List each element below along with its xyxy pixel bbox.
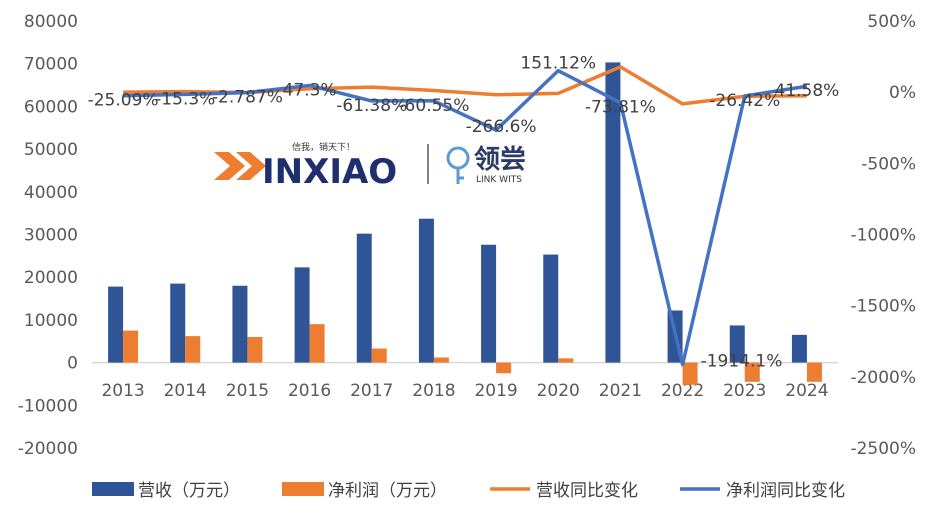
data-label: 47.3% — [283, 80, 337, 100]
revenue-bar — [481, 244, 497, 363]
left-axis-ticks: -20000 -10000 0 10000 20000 30000 40000 50000 60… — [18, 12, 78, 459]
left-tick-label: 80000 — [24, 12, 78, 32]
right-tick-label: -1500% — [850, 297, 916, 317]
left-tick-label: 50000 — [24, 140, 78, 160]
legend-label: 净利润（万元） — [328, 481, 447, 501]
profit-bar — [371, 348, 387, 363]
legend-label: 营收（万元） — [138, 481, 240, 501]
profit-bar — [185, 336, 201, 363]
profit-bar — [682, 362, 698, 385]
right-tick-label: -2500% — [850, 439, 916, 459]
data-label: -26.42% — [709, 91, 780, 111]
profit-yoy-line — [123, 68, 808, 367]
x-tick-label: 2014 — [164, 381, 207, 401]
x-tick-label: 2020 — [537, 381, 580, 401]
data-label: 41.58% — [775, 81, 840, 101]
logo-mark-left — [214, 152, 245, 180]
revenue-bar — [729, 325, 745, 363]
profit-bar — [433, 357, 449, 363]
legend-swatch — [282, 482, 324, 496]
data-label: -73.81% — [585, 98, 656, 118]
left-tick-label: 70000 — [24, 55, 78, 75]
right-tick-label: -1000% — [850, 226, 916, 246]
x-tick-label: 2023 — [723, 381, 766, 401]
data-label: -60.55% — [398, 96, 469, 116]
revenue-bar — [543, 254, 559, 363]
x-tick-label: 2022 — [661, 381, 704, 401]
logo-brand: INXIAO — [262, 152, 397, 192]
data-label: -2.787% — [212, 88, 283, 108]
left-tick-label: 0 — [67, 354, 78, 374]
key-icon — [446, 146, 470, 184]
revenue-bar — [356, 233, 372, 363]
revenue-bar — [108, 286, 124, 363]
profit-bar — [558, 358, 574, 363]
logo-partner-cn: 领尝 — [474, 144, 526, 175]
legend-swatch — [92, 482, 134, 496]
data-label: 151.12% — [520, 54, 596, 74]
left-tick-label: -10000 — [18, 396, 78, 416]
profit-bar — [496, 362, 512, 374]
left-tick-label: 60000 — [24, 97, 78, 117]
revenue-bar — [170, 283, 186, 363]
data-label: -25.09% — [88, 91, 159, 111]
data-label: -15.3% — [155, 89, 215, 109]
profit-bar — [123, 330, 139, 363]
logo-partner-en: LINK WITS — [476, 175, 522, 185]
revenue-bar — [605, 62, 621, 363]
right-tick-label: 0% — [889, 83, 916, 103]
data-label: -61.38% — [336, 96, 407, 116]
legend-label: 净利润同比变化 — [726, 481, 845, 501]
x-tick-label: 2019 — [474, 381, 517, 401]
left-tick-label: 20000 — [24, 268, 78, 288]
revenue-bar — [418, 218, 434, 363]
right-axis-ticks: 500% 0% -500% -1000% -1500% -2000% -2500% — [850, 12, 916, 459]
x-tick-label: 2017 — [350, 381, 393, 401]
legend-label: 营收同比变化 — [536, 481, 638, 501]
x-axis-ticks: 2013 2014 2015 2016 2017 2018 2019 2020 2021 2022… — [101, 381, 828, 401]
lines — [123, 65, 808, 367]
profit-bar — [806, 362, 822, 382]
revenue-bar — [232, 285, 248, 363]
x-tick-label: 2015 — [226, 381, 269, 401]
left-tick-label: 30000 — [24, 226, 78, 246]
data-label: -266.6% — [466, 117, 537, 137]
x-tick-label: 2021 — [599, 381, 642, 401]
logo-slogan: 信我，销天下！ — [292, 141, 355, 153]
left-tick-label: 40000 — [24, 183, 78, 203]
profit-bar — [309, 324, 325, 363]
left-tick-label: 10000 — [24, 311, 78, 331]
profit-bar — [247, 336, 263, 363]
right-tick-label: -2000% — [850, 368, 916, 388]
x-tick-label: 2018 — [412, 381, 455, 401]
revenue-bar — [294, 267, 310, 363]
revenue-bar — [791, 334, 807, 363]
x-tick-label: 2016 — [288, 381, 331, 401]
right-tick-label: 500% — [867, 12, 916, 32]
logo-mark-right — [236, 152, 266, 180]
watermark-logo: 信我，销天下！ INXIAO 领尝 LINK WITS — [214, 141, 526, 192]
legend: 营收（万元） 净利润（万元） 营收同比变化 净利润同比变化 — [92, 481, 845, 501]
x-tick-label: 2024 — [785, 381, 828, 401]
data-label: -1914.1% — [701, 352, 783, 372]
profit-bar — [744, 362, 760, 382]
right-tick-label: -500% — [861, 154, 916, 174]
left-tick-label: -20000 — [18, 439, 78, 459]
bars — [108, 62, 822, 385]
x-tick-label: 2013 — [101, 381, 144, 401]
data-labels: -25.09%-15.3%-2.787% 47.3%-61.38%-60.55%-… — [88, 54, 840, 372]
